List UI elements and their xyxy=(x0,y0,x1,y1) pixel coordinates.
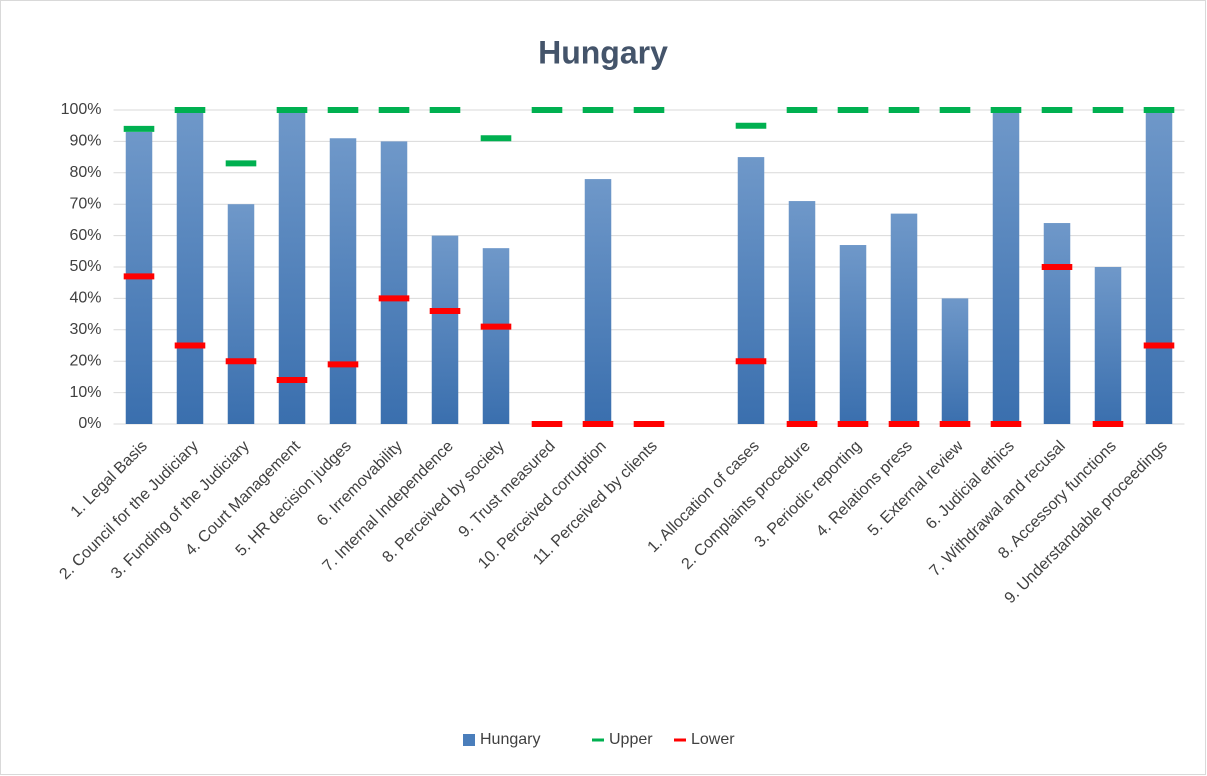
legend-label: Lower xyxy=(691,731,735,748)
bar xyxy=(176,110,204,424)
y-tick-label: 60% xyxy=(69,227,101,244)
bar xyxy=(482,248,510,424)
y-tick-label: 50% xyxy=(69,258,101,275)
y-tick-label: 80% xyxy=(69,164,101,181)
y-tick-label: 40% xyxy=(69,290,101,307)
bar xyxy=(788,201,816,424)
bar xyxy=(431,235,459,424)
bar xyxy=(839,245,867,424)
legend-swatch xyxy=(463,734,475,746)
y-tick-label: 20% xyxy=(69,352,101,369)
legend-label: Hungary xyxy=(480,731,540,748)
y-tick-label: 10% xyxy=(69,384,101,401)
bar xyxy=(737,157,765,424)
bar xyxy=(941,298,969,424)
bar xyxy=(227,204,255,424)
bar xyxy=(584,179,612,424)
bar xyxy=(329,138,357,424)
bar xyxy=(890,213,918,424)
bar xyxy=(992,110,1020,424)
bar xyxy=(1145,110,1173,424)
y-tick-label: 100% xyxy=(61,101,102,118)
legend-label: Upper xyxy=(609,731,653,748)
bar xyxy=(1094,267,1122,424)
chart-title: Hungary xyxy=(538,34,668,70)
y-tick-label: 30% xyxy=(69,321,101,338)
bar xyxy=(278,110,306,424)
bar xyxy=(1043,223,1071,424)
y-tick-label: 0% xyxy=(78,415,101,432)
bar xyxy=(380,141,408,424)
y-tick-label: 70% xyxy=(69,195,101,212)
y-tick-label: 90% xyxy=(69,133,101,150)
